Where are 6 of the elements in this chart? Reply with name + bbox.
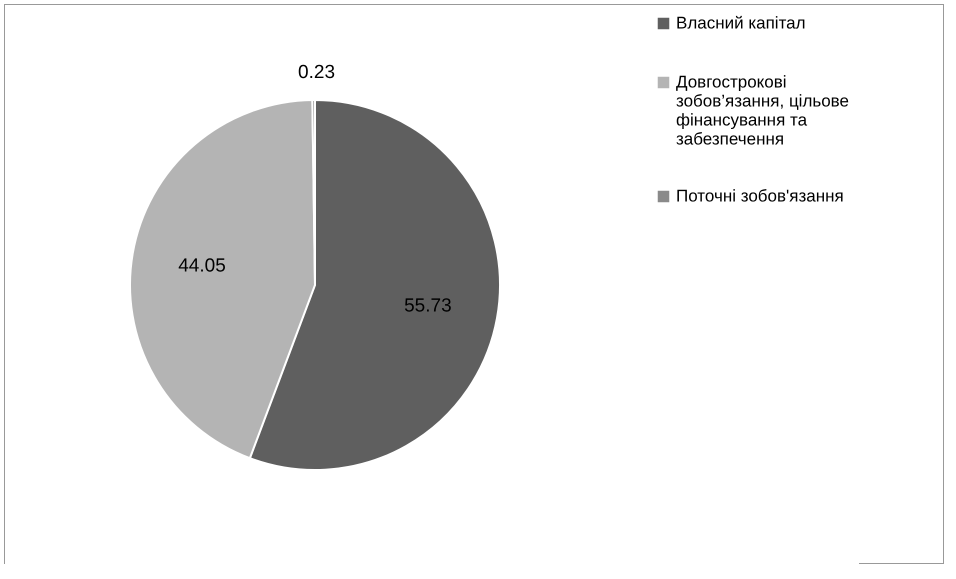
legend-label: Власний капітал [676,14,806,32]
data-label: 44.05 [178,255,226,276]
data-label: 55.73 [404,296,452,317]
data-label: 0.23 [298,62,336,84]
legend-label: Довгострокові зобов’язання, цільове фінансування та забезпечення [676,72,849,148]
legend-label: Поточні зобов'язання [676,186,844,206]
